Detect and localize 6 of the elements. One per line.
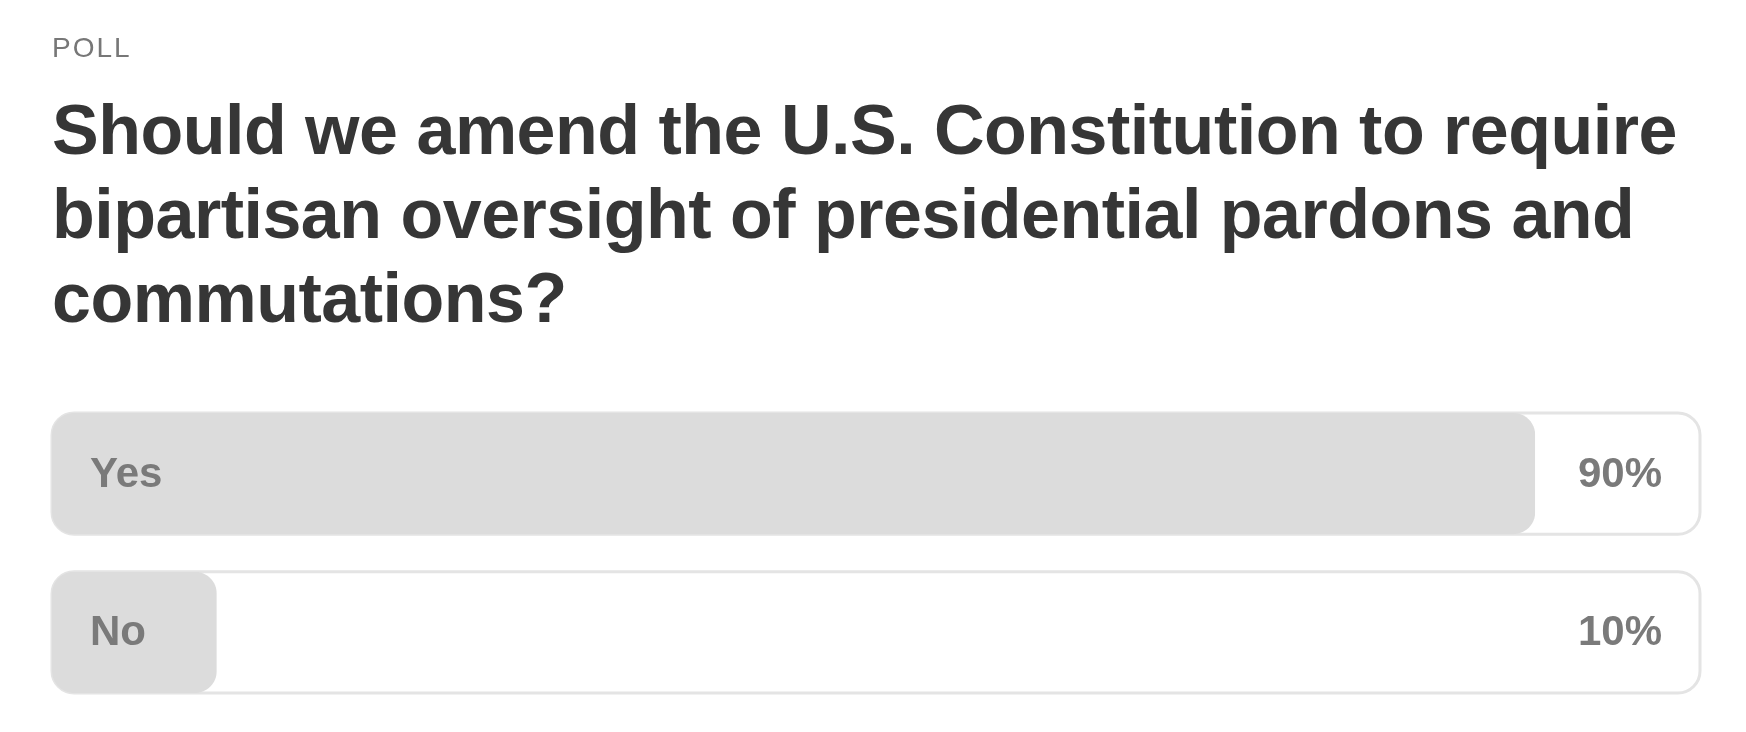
y-tick-label: Yes xyxy=(90,448,163,496)
chart-title: Should we amend the U.S. Constitution to require bipartisan oversight of presidential pardons and commutations? xyxy=(52,90,1678,339)
data-label: 90% xyxy=(1577,448,1662,496)
y-tick-label: No xyxy=(90,607,146,655)
chart-subtitle: POLL xyxy=(52,31,132,65)
data-label: 10% xyxy=(1577,607,1662,655)
